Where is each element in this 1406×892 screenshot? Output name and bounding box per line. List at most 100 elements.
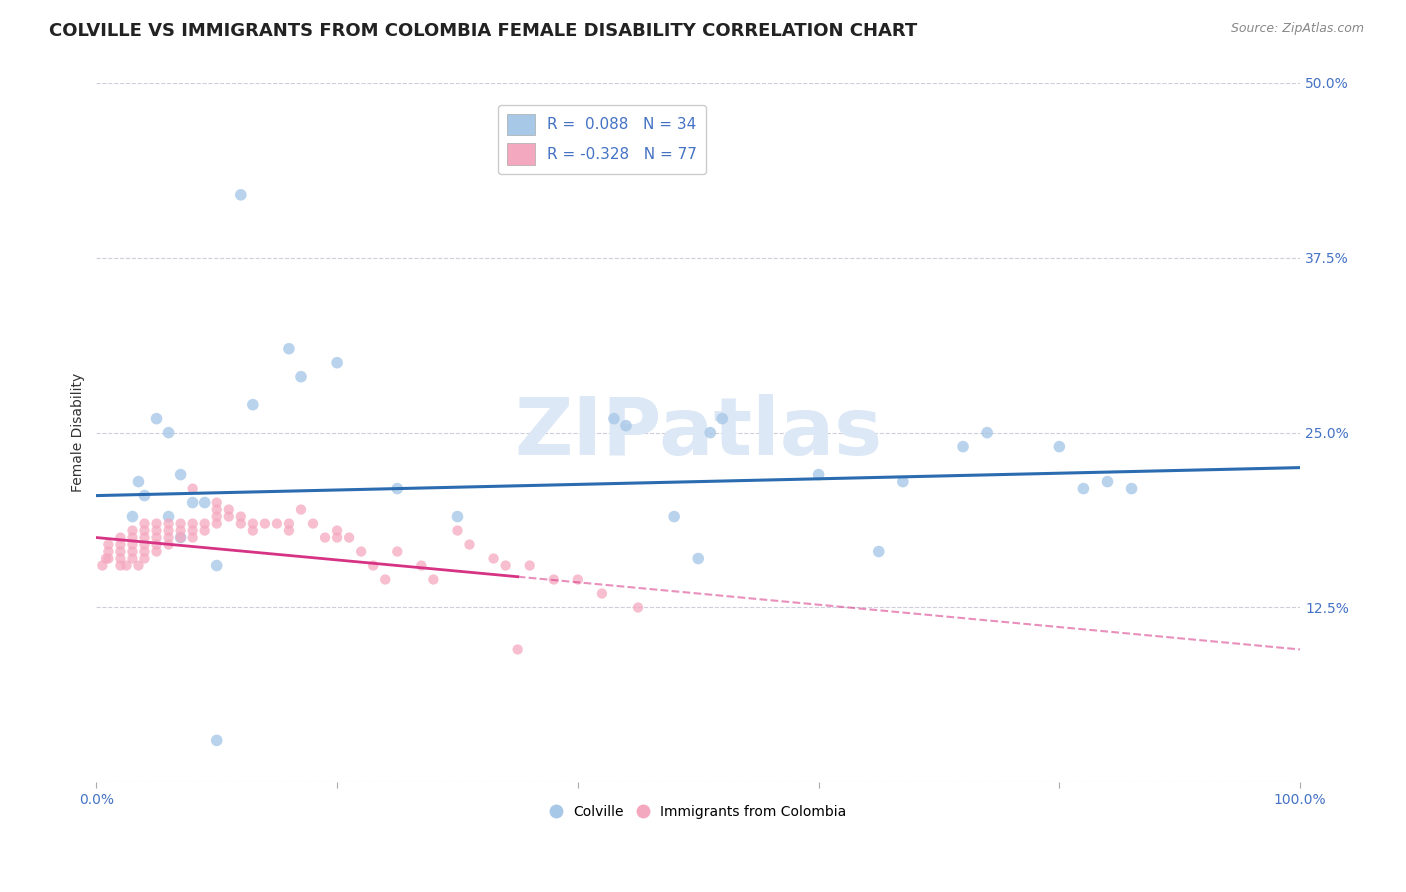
Point [278,342,301,356]
Point [181,524,204,538]
Point [218,509,240,524]
Point [422,573,444,587]
Point [387,544,409,558]
Point [614,418,637,433]
Point [229,187,252,202]
Point [543,573,565,587]
Point [134,531,156,545]
Point [253,516,276,531]
Point [807,467,830,482]
Point [229,516,252,531]
Point [157,524,180,538]
Point [127,558,149,573]
Point [97,551,120,566]
Point [121,544,143,558]
Legend: Colville, Immigrants from Colombia: Colville, Immigrants from Colombia [546,799,851,824]
Point [94,551,117,566]
Point [110,544,132,558]
Point [242,398,264,412]
Point [205,558,228,573]
Point [157,531,180,545]
Point [326,524,349,538]
Point [205,516,228,531]
Point [242,524,264,538]
Point [134,524,156,538]
Point [699,425,721,440]
Point [97,544,120,558]
Point [205,509,228,524]
Point [157,537,180,551]
Point [145,537,167,551]
Point [205,495,228,509]
Point [181,531,204,545]
Point [145,524,167,538]
Point [495,558,517,573]
Point [121,537,143,551]
Point [134,489,156,503]
Point [121,531,143,545]
Point [169,531,191,545]
Point [567,573,589,587]
Point [169,531,191,545]
Point [446,509,468,524]
Point [688,551,710,566]
Point [181,516,204,531]
Point [506,642,529,657]
Point [374,573,396,587]
Point [326,356,349,370]
Point [266,516,288,531]
Point [218,502,240,516]
Point [194,516,217,531]
Point [157,425,180,440]
Point [1097,475,1119,489]
Point [482,551,505,566]
Point [662,509,685,524]
Text: COLVILLE VS IMMIGRANTS FROM COLOMBIA FEMALE DISABILITY CORRELATION CHART: COLVILLE VS IMMIGRANTS FROM COLOMBIA FEM… [49,22,918,40]
Point [121,551,143,566]
Point [976,425,998,440]
Point [868,544,890,558]
Text: Source: ZipAtlas.com: Source: ZipAtlas.com [1230,22,1364,36]
Point [314,531,336,545]
Point [1121,482,1143,496]
Point [134,544,156,558]
Point [411,558,433,573]
Point [446,524,468,538]
Point [591,586,613,600]
Point [952,440,974,454]
Point [110,537,132,551]
Point [97,537,120,551]
Point [278,524,301,538]
Point [278,516,301,531]
Point [134,537,156,551]
Point [110,558,132,573]
Point [127,475,149,489]
Point [169,467,191,482]
Point [134,516,156,531]
Point [229,509,252,524]
Point [350,544,373,558]
Point [169,516,191,531]
Point [91,558,114,573]
Point [205,502,228,516]
Point [110,531,132,545]
Point [290,369,312,384]
Point [242,516,264,531]
Point [115,558,138,573]
Point [121,509,143,524]
Point [181,482,204,496]
Point [157,509,180,524]
Point [1073,482,1095,496]
Point [627,600,650,615]
Point [194,495,217,509]
Point [337,531,360,545]
Point [1047,440,1070,454]
Point [458,537,481,551]
Point [302,516,325,531]
Point [711,411,734,425]
Point [326,531,349,545]
Point [194,524,217,538]
Point [145,411,167,425]
Point [145,544,167,558]
Point [157,516,180,531]
